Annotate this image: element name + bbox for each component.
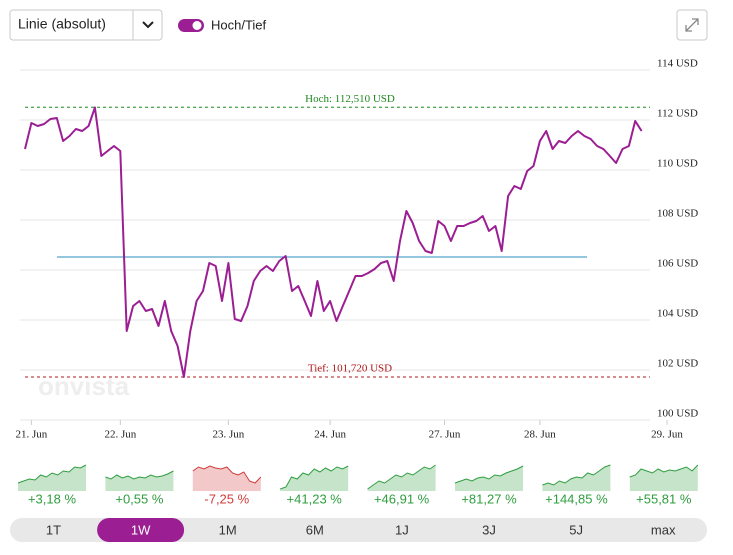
- chevron: [142, 21, 154, 29]
- performance-label: +3,18 %: [28, 491, 77, 506]
- period-label: max: [651, 522, 676, 537]
- period-bar: [10, 518, 707, 542]
- x-tick-label: 27. Jun: [429, 429, 461, 441]
- period-button[interactable]: [97, 518, 185, 542]
- high-label: Hoch: 112,510 USD: [305, 93, 395, 105]
- sparkline-area: [18, 465, 86, 491]
- x-tick-label: 22. Jun: [104, 429, 136, 441]
- sparkline-area: [542, 465, 611, 491]
- x-tick-label: 24. Jun: [314, 429, 346, 441]
- y-tick-label: 110 USD: [657, 158, 698, 170]
- x-tick-label: 28. Jun: [524, 429, 556, 441]
- y-tick-label: 100 USD: [657, 408, 698, 420]
- sparkline-area: [367, 465, 436, 491]
- performance-label: +55,81 %: [636, 491, 692, 506]
- performance-label: +144,85 %: [545, 491, 608, 506]
- period-label: 6M: [306, 522, 324, 537]
- y-tick-label: 114 USD: [657, 58, 698, 70]
- low-label: Tief: 101,720 USD: [308, 363, 392, 375]
- x-tick-label: 21. Jun: [15, 429, 47, 441]
- y-tick-label: 112 USD: [657, 108, 698, 120]
- performance-label: -7,25 %: [204, 491, 249, 506]
- period-label: 1J: [395, 522, 409, 537]
- performance-label: +81,27 %: [461, 491, 517, 506]
- sparkline: [542, 464, 611, 486]
- y-tick-label: 102 USD: [657, 358, 698, 370]
- period-label: 1M: [219, 522, 237, 537]
- price-line: [24, 106, 643, 378]
- y-tick-label: 104 USD: [657, 308, 698, 320]
- expand-icon: [685, 18, 699, 32]
- sparkline: [629, 464, 699, 478]
- toggle-knob: [192, 21, 202, 30]
- sparkline: [367, 464, 436, 490]
- y-tick-label: 106 USD: [657, 258, 698, 270]
- sparkline: [454, 465, 524, 484]
- sparkline-area: [629, 465, 698, 491]
- sparkline-area: [455, 466, 523, 491]
- sparkline-area: [192, 466, 261, 491]
- sparkline: [280, 465, 349, 490]
- sparkline-area: [105, 471, 174, 491]
- period-label: 5J: [569, 522, 583, 537]
- toggle-label: Hoch/Tief: [211, 17, 267, 32]
- period-label: 3J: [482, 522, 496, 537]
- sparkline: [105, 470, 174, 480]
- performance-label: +41,23 %: [287, 491, 343, 506]
- performance-label: +46,91 %: [374, 491, 430, 506]
- y-tick-label: 108 USD: [657, 208, 698, 220]
- sparkline-area: [280, 466, 349, 491]
- performance-label: +0,55 %: [115, 491, 164, 506]
- watermark: onvista: [38, 371, 130, 401]
- x-tick-label: 23. Jun: [213, 429, 245, 441]
- sparkline: [17, 464, 87, 484]
- style-dropdown[interactable]: [9, 9, 163, 41]
- period-label: 1W: [131, 522, 151, 537]
- sparkline: [192, 465, 262, 484]
- dropdown-label: Linie (absolut): [18, 16, 106, 32]
- x-tick-label: 29. Jun: [651, 429, 683, 441]
- period-label: 1T: [46, 522, 61, 537]
